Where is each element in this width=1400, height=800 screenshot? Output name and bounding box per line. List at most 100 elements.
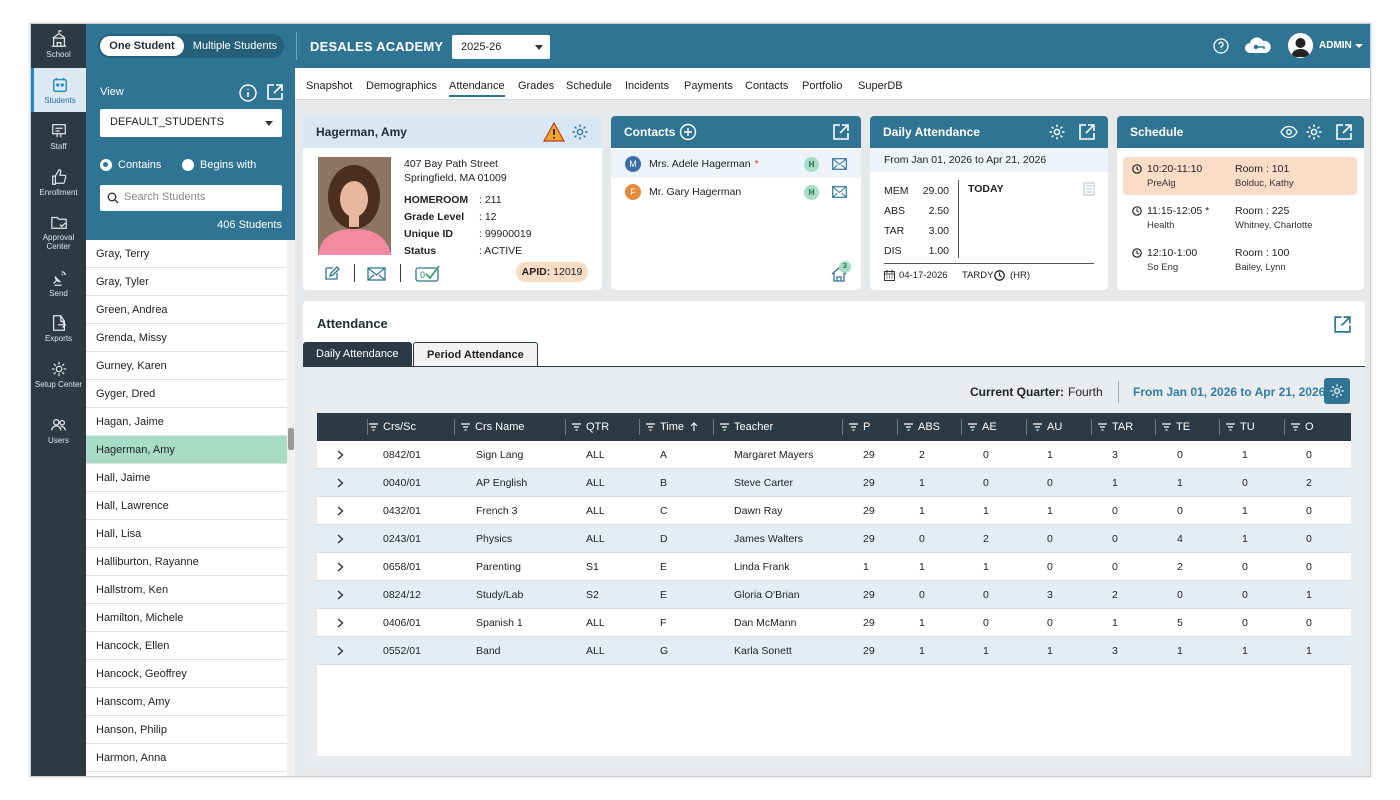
- info-icon[interactable]: [239, 84, 257, 102]
- student-list-item[interactable]: Hagan, Jaime: [86, 408, 287, 436]
- rail-item-exports[interactable]: Exports: [31, 314, 86, 358]
- filter-icon[interactable]: [1162, 421, 1176, 433]
- student-list-item[interactable]: Hancock, Ellen: [86, 632, 287, 660]
- eye-icon[interactable]: [1280, 123, 1298, 141]
- gear-icon[interactable]: [1305, 123, 1323, 141]
- student-list-item[interactable]: Grenda, Missy: [86, 324, 287, 352]
- table-row[interactable]: 0243/01 Physics ALL D James Walters 29 0 2 0 0 4 1 0: [317, 525, 1351, 553]
- student-list-item[interactable]: Gray, Terry: [86, 240, 287, 268]
- rail-item-school[interactable]: School: [31, 30, 86, 74]
- column-divider[interactable]: [1284, 419, 1285, 435]
- column-header[interactable]: TAR: [1098, 421, 1133, 433]
- student-list-item[interactable]: Halliburton, Rayanne: [86, 548, 287, 576]
- column-divider[interactable]: [897, 419, 898, 435]
- tab-schedule[interactable]: Schedule: [566, 80, 612, 92]
- school-year-select[interactable]: 2025-26: [452, 35, 550, 59]
- column-divider[interactable]: [1026, 419, 1027, 435]
- column-header[interactable]: Time: [646, 421, 698, 433]
- tab-portfolio[interactable]: Portfolio: [802, 80, 843, 92]
- filter-icon[interactable]: [369, 421, 383, 433]
- external-link-icon[interactable]: [1078, 123, 1096, 141]
- warning-icon[interactable]: [543, 121, 565, 143]
- add-contact-icon[interactable]: [679, 123, 697, 141]
- schedule-item[interactable]: 11:15-12:05 * Health Room : 225 Whitney,…: [1123, 199, 1357, 237]
- table-row[interactable]: 0842/01 Sign Lang ALL A Margaret Mayers 29 2 0 1…: [317, 441, 1351, 469]
- edit-icon[interactable]: [324, 265, 340, 281]
- tab-superdb[interactable]: SuperDB: [858, 80, 903, 92]
- column-header[interactable]: Crs Name: [461, 421, 525, 433]
- column-header[interactable]: Teacher: [720, 421, 773, 433]
- user-menu-label[interactable]: ADMIN: [1319, 40, 1352, 51]
- student-list-item[interactable]: Hamilton, Michele: [86, 604, 287, 632]
- student-list-item[interactable]: Hanscom, Amy: [86, 688, 287, 716]
- column-header[interactable]: QTR: [572, 421, 609, 433]
- column-divider[interactable]: [713, 419, 714, 435]
- mail-icon[interactable]: [832, 186, 847, 198]
- scrollbar-thumb[interactable]: [288, 428, 294, 450]
- external-link-icon[interactable]: [1333, 315, 1352, 334]
- filter-icon[interactable]: [849, 421, 863, 433]
- contact-row[interactable]: F Mr. Gary Hagerman H: [611, 178, 861, 206]
- filter-icon[interactable]: [1226, 421, 1240, 433]
- column-header[interactable]: TE: [1162, 421, 1190, 433]
- external-link-icon[interactable]: [266, 83, 284, 101]
- subtab-daily-attendance[interactable]: Daily Attendance: [303, 342, 412, 367]
- filter-icon[interactable]: [646, 421, 660, 433]
- external-link-icon[interactable]: [1335, 123, 1353, 141]
- table-row[interactable]: 0658/01 Parenting S1 E Linda Frank 1 1 1 0 0 2 0 0: [317, 553, 1351, 581]
- column-header[interactable]: O: [1291, 421, 1314, 433]
- table-row[interactable]: 0432/01 French 3 ALL C Dawn Ray 29 1 1 1 0 0 1 0: [317, 497, 1351, 525]
- student-list-item[interactable]: Hanson, Philip: [86, 716, 287, 744]
- contact-row[interactable]: M Mrs. Adele Hagerman * H: [611, 150, 861, 178]
- table-row[interactable]: 0040/01 AP English ALL B Steve Carter 29 1 0 0 1 1…: [317, 469, 1351, 497]
- multiple-students-toggle[interactable]: Multiple Students: [192, 40, 278, 52]
- filter-icon[interactable]: [968, 421, 982, 433]
- subtab-period-attendance[interactable]: Period Attendance: [413, 342, 538, 367]
- filter-icon[interactable]: [1291, 421, 1305, 433]
- tab-incidents[interactable]: Incidents: [625, 80, 670, 92]
- rail-item-send[interactable]: Send: [31, 269, 86, 313]
- student-list-item[interactable]: Harmon, Anna: [86, 744, 287, 772]
- filter-icon[interactable]: [1033, 421, 1047, 433]
- student-list-item[interactable]: Gyger, Dred: [86, 380, 287, 408]
- column-divider[interactable]: [454, 419, 455, 435]
- column-header[interactable]: TU: [1226, 421, 1255, 433]
- column-divider[interactable]: [961, 419, 962, 435]
- filter-icon[interactable]: [572, 421, 586, 433]
- radio-contains[interactable]: Contains: [100, 159, 161, 171]
- cloud-key-icon[interactable]: [1243, 35, 1273, 57]
- sort-asc-icon[interactable]: [684, 421, 698, 433]
- column-header[interactable]: AU: [1033, 421, 1062, 433]
- radio-begins-with[interactable]: Begins with: [182, 159, 256, 171]
- table-row[interactable]: 0552/01 Band ALL G Karla Sonett 29 1 1 1 3 1 1 1: [317, 637, 1351, 665]
- student-list-item[interactable]: Gurney, Karen: [86, 352, 287, 380]
- tab-contacts[interactable]: Contacts: [745, 80, 789, 92]
- chevron-down-icon[interactable]: [1355, 44, 1363, 48]
- external-link-icon[interactable]: [832, 123, 850, 141]
- rail-item-enrollment[interactable]: Enrollment: [31, 168, 86, 212]
- student-list-item[interactable]: Hancock, Geoffrey: [86, 660, 287, 688]
- student-list-item[interactable]: Hallstrom, Ken: [86, 576, 287, 604]
- column-divider[interactable]: [639, 419, 640, 435]
- column-header[interactable]: ABS: [904, 421, 940, 433]
- column-divider[interactable]: [842, 419, 843, 435]
- column-header[interactable]: AE: [968, 421, 997, 433]
- column-divider[interactable]: [1091, 419, 1092, 435]
- mail-icon[interactable]: [367, 267, 386, 281]
- rail-item-setup-center[interactable]: Setup Center: [31, 360, 86, 404]
- help-icon[interactable]: [1213, 38, 1229, 54]
- tab-payments[interactable]: Payments: [684, 80, 733, 92]
- tab-grades[interactable]: Grades: [518, 80, 555, 92]
- student-list-item[interactable]: Green, Andrea: [86, 296, 287, 324]
- rail-item-staff[interactable]: Staff: [31, 122, 86, 166]
- filter-icon[interactable]: [1098, 421, 1112, 433]
- column-divider[interactable]: [1155, 419, 1156, 435]
- table-row[interactable]: 0406/01 Spanish 1 ALL F Dan McMann 29 1 0 0 1 5 0 0: [317, 609, 1351, 637]
- filter-icon[interactable]: [461, 421, 475, 433]
- gear-icon[interactable]: [1048, 123, 1066, 141]
- mail-icon[interactable]: [832, 158, 847, 170]
- avatar[interactable]: [1288, 33, 1313, 58]
- one-student-toggle[interactable]: One Student: [100, 36, 184, 56]
- column-divider[interactable]: [565, 419, 566, 435]
- column-divider[interactable]: [367, 419, 368, 435]
